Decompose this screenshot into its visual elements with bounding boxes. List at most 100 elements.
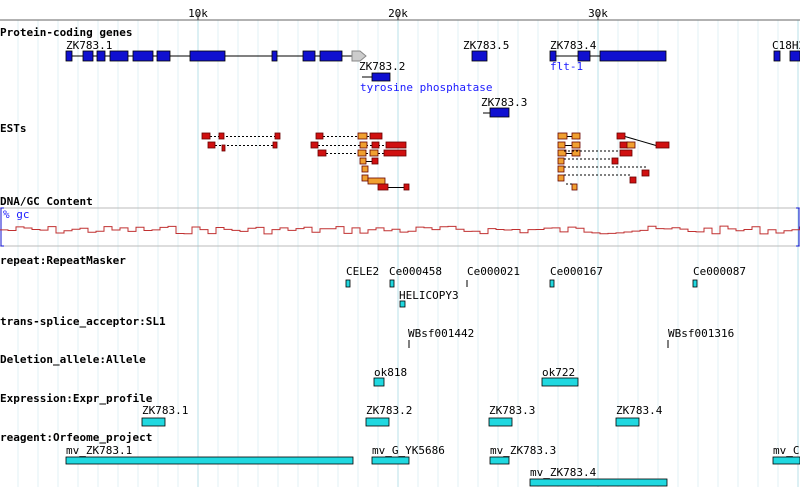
est: [571, 141, 581, 149]
est: [361, 174, 369, 182]
feature-label: flt-1: [550, 60, 583, 73]
est: [274, 132, 281, 140]
allele: [541, 377, 579, 387]
exon: [371, 72, 391, 82]
feature-label: CELE2: [346, 265, 379, 278]
feature-label: ZK783.4: [616, 404, 663, 417]
expr-profile: [615, 417, 640, 427]
exon: [82, 50, 94, 62]
est: [557, 141, 566, 149]
est: [619, 149, 633, 157]
exon: [549, 50, 557, 62]
repeat: [389, 279, 395, 288]
feature-label: mv_ZK783.1: [66, 444, 132, 457]
track-title: Deletion_allele:Allele: [0, 353, 146, 366]
repeat: [399, 300, 406, 308]
est: [557, 174, 565, 182]
gc-bracket: [0, 207, 800, 247]
orfeome: [489, 456, 510, 465]
feature-label: ZK783.2: [359, 60, 405, 73]
est: [201, 132, 211, 140]
est: [207, 141, 216, 149]
orfeome: [371, 456, 410, 465]
feature-label: mv_ZK783.4: [530, 466, 597, 479]
est: [629, 176, 637, 184]
exon: [489, 107, 510, 118]
exon: [271, 50, 278, 62]
feature-label: ZK783.5: [463, 39, 509, 52]
feature-label: mv_C1: [773, 444, 800, 457]
repeat: [692, 279, 698, 288]
est: [611, 157, 619, 165]
ruler-label: 10k: [188, 7, 208, 20]
feature-label: HELICOPY3: [399, 289, 459, 302]
track-title: trans-splice_acceptor:SL1: [0, 315, 166, 328]
est: [557, 157, 565, 165]
est: [369, 132, 383, 140]
orfeome: [772, 456, 800, 465]
est: [616, 132, 626, 140]
feature-label: WBsf001442: [408, 327, 474, 340]
est-link: [624, 136, 657, 146]
est: [272, 141, 278, 149]
est: [571, 132, 581, 140]
feature-label: tyrosine phosphatase: [360, 81, 492, 94]
feature-label: ZK783.4: [550, 39, 597, 52]
feature-label: ZK783.1: [66, 39, 112, 52]
feature-label: ZK783.3: [481, 96, 527, 109]
feature-label: Ce000087: [693, 265, 746, 278]
feature-label: Ce000167: [550, 265, 603, 278]
repeat: [549, 279, 555, 288]
exon: [319, 50, 343, 62]
track-title: Protein-coding genes: [0, 26, 132, 39]
est: [317, 149, 327, 157]
feature-label: mv_G_YK5686: [372, 444, 445, 457]
est: [571, 149, 581, 157]
feature-label: C18H2: [772, 39, 800, 52]
est: [557, 165, 565, 173]
exon: [65, 50, 73, 62]
est: [367, 177, 386, 185]
est: [218, 132, 225, 140]
est: [377, 183, 389, 191]
feature-label: ZK783.2: [366, 404, 412, 417]
exon: [156, 50, 171, 62]
exon: [96, 50, 106, 62]
gc-legend: % gc: [3, 208, 30, 221]
est: [383, 149, 407, 157]
feature-label: ok722: [542, 366, 575, 379]
orfeome: [529, 478, 668, 487]
ruler-label: 30k: [588, 7, 608, 20]
est: [655, 141, 670, 149]
utr: [351, 50, 367, 62]
expr-profile: [488, 417, 513, 427]
est: [369, 149, 379, 157]
track-title: repeat:RepeatMasker: [0, 254, 126, 267]
est: [626, 141, 636, 149]
exon: [789, 50, 800, 62]
expr-profile: [365, 417, 390, 427]
est: [385, 141, 407, 149]
est: [315, 132, 324, 140]
feature-label: Ce000458: [389, 265, 442, 278]
feature-label: WBsf001316: [668, 327, 734, 340]
track-title: reagent:Orfeome_project: [0, 431, 152, 444]
exon: [109, 50, 129, 62]
est: [557, 132, 568, 140]
exon: [599, 50, 667, 62]
exon: [189, 50, 226, 62]
track-title: Expression:Expr_profile: [0, 392, 153, 405]
est: [371, 157, 379, 165]
exon: [471, 50, 488, 62]
track-title: DNA/GC Content: [0, 195, 93, 208]
est: [403, 183, 410, 191]
orfeome: [65, 456, 354, 465]
gc-line: [0, 225, 800, 235]
track-title: ESTs: [0, 122, 27, 135]
est: [359, 141, 368, 149]
est: [357, 132, 368, 140]
est: [557, 149, 567, 157]
est: [571, 183, 578, 191]
